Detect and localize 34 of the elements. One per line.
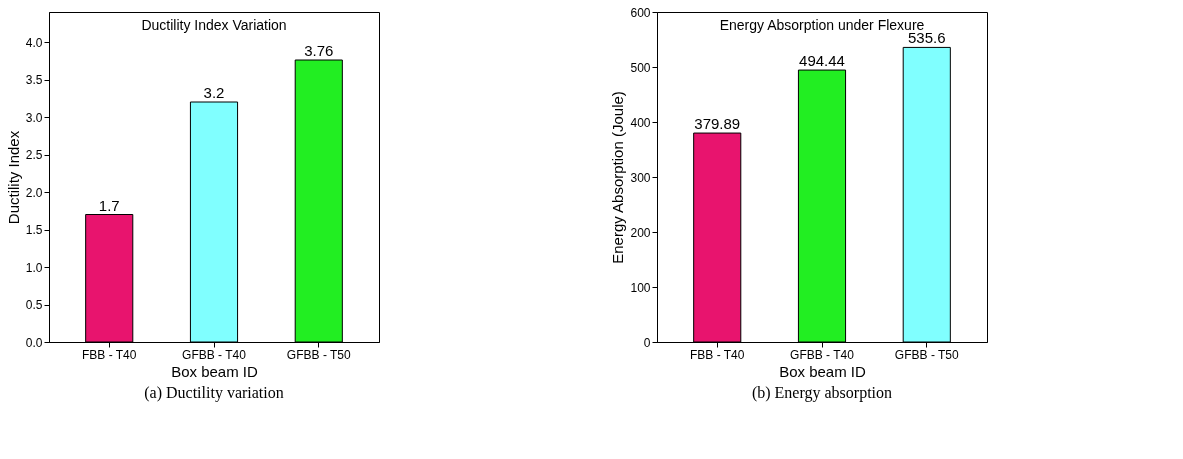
y-tick-label: 2.5 [25, 148, 43, 162]
y-tick-label: 4.0 [25, 35, 43, 50]
x-axis-title: Box beam ID [779, 362, 867, 380]
y-tick-label: 2.0 [25, 185, 43, 200]
data-label: 3.2 [203, 84, 225, 101]
y-tick-label: 1.5 [25, 223, 43, 237]
y-tick-label: 3.5 [25, 73, 43, 87]
x-tick-label: GFBB - T40 [790, 347, 855, 362]
y-tick-label: 400 [630, 115, 651, 130]
y-tick-label: 500 [630, 60, 651, 75]
y-tick-label: 1.0 [25, 260, 43, 275]
data-label: 494.44 [799, 52, 845, 70]
y-tick-label: 0 [643, 335, 651, 350]
x-axis-title: Box beam ID [171, 362, 259, 380]
x-tick-label: FBB - T40 [82, 347, 137, 362]
y-tick-label: 0.5 [25, 298, 43, 312]
text: (b) Energy absorption [751, 384, 893, 402]
x-tick-label: GFBB - T40 [182, 347, 247, 362]
y-axis-title: Energy Absorption (Joule) [609, 91, 627, 264]
x-tick-label: FBB - T40 [690, 347, 745, 362]
y-axis-title: Ductility Index [4, 130, 22, 225]
text: (a) Ductility variation [144, 384, 284, 402]
x-tick-label: GFBB - T50 [286, 347, 351, 362]
chart-title: Ductility Index Variation [141, 17, 287, 33]
y-tick-label: 300 [630, 170, 651, 185]
y-tick-label: 100 [630, 280, 651, 295]
data-label: 1.7 [98, 196, 120, 214]
y-tick-label: 3.0 [25, 110, 43, 125]
y-tick-label: 200 [630, 225, 651, 240]
y-tick-label: 0.0 [25, 335, 43, 350]
data-label: 379.89 [694, 115, 741, 133]
y-tick-label: 600 [630, 5, 651, 20]
data-label: 3.76 [304, 42, 334, 59]
x-tick-label: GFBB - T50 [894, 347, 959, 362]
